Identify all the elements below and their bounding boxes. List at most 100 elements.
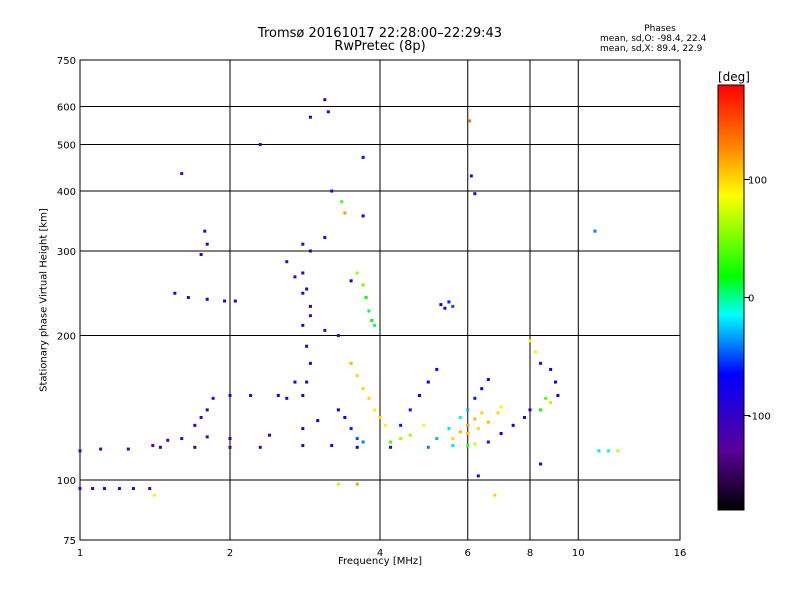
- data-point: [355, 271, 359, 275]
- y-tick-label: 400: [57, 187, 76, 198]
- data-point: [528, 339, 532, 343]
- data-point: [258, 445, 262, 449]
- data-point: [466, 432, 470, 436]
- x-axis-label: Frequency [MHz]: [337, 556, 423, 567]
- data-point: [473, 192, 477, 196]
- data-point: [486, 377, 490, 381]
- data-point: [228, 445, 232, 449]
- data-point: [476, 427, 480, 431]
- data-point: [166, 438, 170, 442]
- data-point: [301, 242, 305, 246]
- data-point: [361, 387, 365, 391]
- data-point: [389, 440, 393, 444]
- data-point: [480, 411, 484, 415]
- phases-info: Phases mean, sd,O: -98.4, 22.4 mean, sd,…: [600, 24, 720, 54]
- data-point: [499, 432, 503, 436]
- data-point: [193, 445, 197, 449]
- data-point: [193, 423, 197, 427]
- data-point: [549, 401, 553, 405]
- y-tick-label: 750: [57, 56, 76, 67]
- data-point: [316, 419, 320, 423]
- data-point: [131, 487, 135, 491]
- data-point: [486, 420, 490, 424]
- data-point: [389, 445, 393, 449]
- y-axis-label: Stationary phase Virtual Height [km]: [38, 208, 50, 392]
- data-point: [361, 283, 365, 287]
- data-point: [499, 405, 503, 409]
- data-point: [556, 394, 560, 398]
- colorbar-ticks: 100 0 -100: [744, 175, 771, 423]
- data-point: [458, 415, 462, 419]
- data-point: [439, 303, 443, 307]
- data-point: [468, 119, 472, 123]
- data-point: [151, 444, 155, 448]
- data-point: [336, 334, 340, 338]
- data-point: [355, 482, 359, 486]
- data-point: [301, 427, 305, 431]
- data-point: [597, 449, 601, 453]
- data-point: [330, 189, 334, 193]
- data-point: [301, 291, 305, 295]
- x-tick-label: 2: [227, 548, 233, 559]
- data-point: [180, 437, 184, 441]
- data-point: [343, 415, 347, 419]
- data-point: [199, 253, 203, 257]
- data-point: [205, 435, 209, 439]
- data-point: [544, 396, 548, 400]
- x-tick-label: 10: [572, 548, 585, 559]
- data-point: [152, 493, 156, 497]
- data-point: [205, 408, 209, 412]
- data-point: [126, 447, 130, 451]
- data-point: [276, 394, 280, 398]
- data-point: [511, 423, 515, 427]
- x-tick-label: 1: [77, 548, 83, 559]
- data-point: [233, 299, 237, 303]
- data-point: [539, 408, 543, 412]
- data-point: [383, 423, 387, 427]
- data-point: [473, 417, 477, 421]
- x-tick-label: 4: [377, 548, 383, 559]
- data-point: [228, 437, 232, 441]
- data-point: [553, 380, 557, 384]
- y-tick-label: 600: [57, 103, 76, 114]
- data-point: [308, 314, 312, 318]
- data-point: [285, 396, 289, 400]
- data-point: [117, 487, 121, 491]
- data-point: [285, 260, 289, 264]
- data-point: [211, 396, 215, 400]
- data-point: [355, 374, 359, 378]
- data-point: [301, 271, 305, 275]
- data-point: [228, 394, 232, 398]
- y-tick-labels: 75 100 200 300 400 500 600 750: [57, 56, 76, 547]
- data-point: [336, 408, 340, 412]
- data-point: [466, 423, 470, 427]
- data-point: [343, 211, 347, 215]
- data-point: [173, 291, 177, 295]
- data-point: [330, 444, 334, 448]
- data-point: [267, 433, 271, 437]
- y-tick-label: 100: [57, 476, 76, 487]
- data-point: [323, 328, 327, 332]
- data-point: [549, 367, 553, 371]
- data-point: [378, 415, 382, 419]
- data-point: [399, 437, 403, 441]
- data-point: [480, 387, 484, 391]
- x-tick-label: 16: [674, 548, 687, 559]
- data-point: [367, 309, 371, 313]
- data-point: [361, 214, 365, 218]
- data-point: [293, 380, 297, 384]
- colorbar-tick-label: -100: [748, 412, 771, 423]
- data-point: [370, 318, 374, 322]
- data-point: [607, 449, 611, 453]
- data-point: [493, 493, 497, 497]
- data-point: [435, 367, 439, 371]
- data-point: [422, 423, 426, 427]
- data-points: [78, 98, 620, 497]
- data-point: [186, 296, 190, 300]
- data-point: [258, 143, 262, 147]
- phases-line-x: mean, sd,X: 89.4, 22.9: [600, 44, 703, 54]
- y-tick-label: 200: [57, 332, 76, 343]
- data-point: [340, 200, 344, 204]
- data-point: [367, 396, 371, 400]
- data-point: [616, 449, 620, 453]
